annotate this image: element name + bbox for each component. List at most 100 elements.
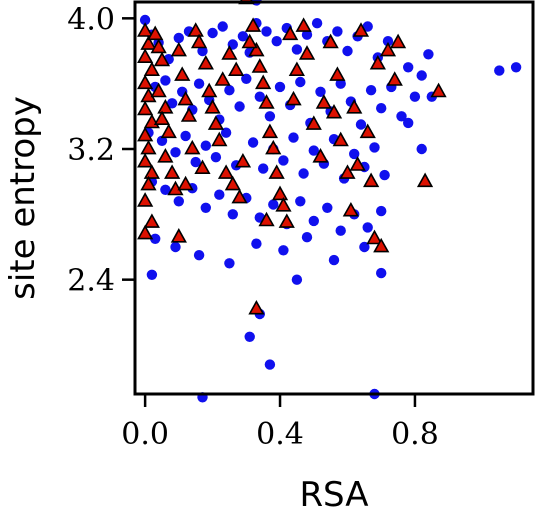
triangle-point [147,25,164,41]
plot-frame [133,0,535,396]
triangle-point [177,175,194,191]
circle-point [379,169,390,181]
circle-point [173,32,184,44]
triangle-point [241,33,258,49]
circle-point [376,267,387,279]
circle-point [403,117,414,129]
y-axis-label: site entropy [3,96,43,300]
circle-point [423,49,434,60]
triangle-point [298,45,316,60]
triangle-point [234,152,252,168]
circle-point [322,202,333,213]
circle-point [274,81,286,93]
triangle-point [261,123,279,139]
circle-point [170,241,181,253]
circle-point [365,85,377,96]
triangle-point [137,22,154,37]
triangle-point [157,99,174,114]
triangle-point [207,115,225,130]
circle-point [271,36,282,47]
triangle-point [363,172,380,188]
x-axis-label: RSA [299,475,368,513]
circle-point [264,359,276,370]
triangle-point [244,17,262,32]
triangle-point [228,61,245,76]
triangle-point [180,107,198,122]
circle-point [416,70,427,81]
circle-point [291,44,303,55]
triangle-point [430,82,447,98]
triangle-point [174,66,191,81]
circle-point [207,27,218,39]
circle-point [416,143,427,155]
triangle-point [153,51,171,67]
triangle-point [214,71,231,86]
circle-point [301,29,313,40]
triangle-point [143,164,160,179]
circle-point [234,101,245,112]
circle-point [308,215,319,227]
circle-point [237,31,249,42]
triangle-point [285,90,302,106]
triangle-point [369,54,386,70]
data-points [137,0,522,403]
triangle-point [325,103,343,119]
circle-point [494,65,505,76]
circle-point [170,147,181,158]
circle-point [342,45,353,57]
triangle-point [315,94,332,109]
triangle-point [305,115,322,130]
circle-point [291,274,303,285]
circle-point [403,62,414,73]
circle-point [362,222,373,233]
circle-point [220,127,232,138]
triangle-point [224,175,241,191]
circle-point [214,189,225,200]
circle-point [197,45,208,57]
triangle-point [366,229,383,245]
circle-point [359,241,370,253]
circle-point [376,205,387,217]
triangle-point [164,164,181,179]
circle-point [295,76,306,88]
triangle-point [349,156,366,171]
triangle-point [137,74,154,90]
circle-point [200,202,211,213]
circle-point [355,119,367,130]
triangle-point [271,185,289,201]
triangle-point [322,33,339,49]
triangle-point [137,48,154,64]
circle-point [180,130,191,142]
triangle-point [137,126,154,142]
circle-point [268,199,279,210]
triangle-point [140,175,157,191]
triangle-point [275,197,292,212]
y-tick-label: 4.0 [67,2,115,37]
circle-point [382,36,394,47]
x-tick-label: 0.8 [391,417,439,452]
triangle-point [373,237,390,253]
triangle-point [150,82,167,98]
circle-point [311,18,323,29]
circle-point [251,238,262,249]
circle-point [278,245,289,256]
triangle-point [278,213,295,228]
triangle-point [204,99,221,114]
circle-point [258,163,269,174]
circle-point [224,85,235,96]
x-tick-label: 0.4 [256,417,304,452]
triangle-point [197,54,214,70]
circle-point [335,225,346,236]
circle-point [298,168,309,179]
triangle-point [389,33,407,49]
triangle-point [295,17,312,32]
triangle-point [282,25,299,41]
triangle-point [288,61,305,76]
triangle-point [379,41,397,57]
triangle-point [231,188,248,204]
circle-point [278,155,289,166]
triangle-point [258,211,275,227]
triangle-point [329,66,346,81]
circle-point [288,132,299,143]
